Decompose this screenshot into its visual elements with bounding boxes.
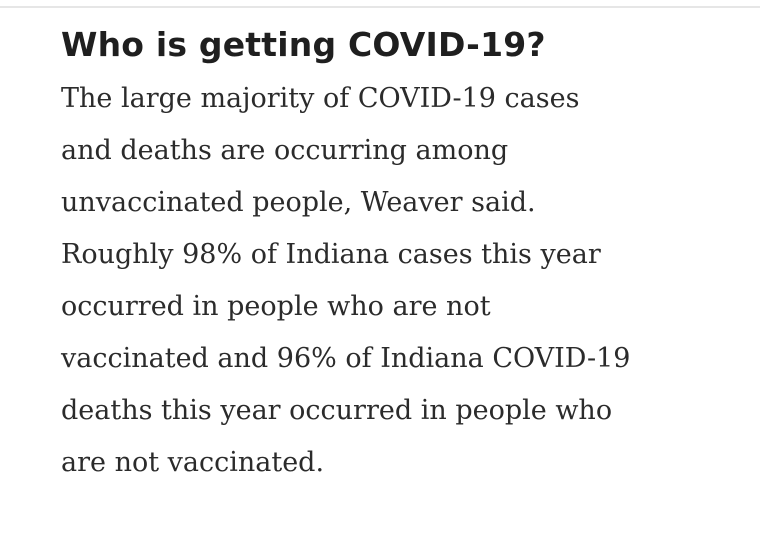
section-heading: Who is getting COVID-19? xyxy=(61,25,546,64)
paragraph-line: deaths this year occurred in people who xyxy=(61,395,613,426)
article-section: Who is getting COVID-19? The large major… xyxy=(61,22,741,489)
paragraph-line: The large majority of COVID-19 cases xyxy=(61,83,580,114)
paragraph-line: occurred in people who are not xyxy=(61,291,491,322)
paragraph-line: unvaccinated people, Weaver said. xyxy=(61,187,536,218)
paragraph-line: are not vaccinated. xyxy=(61,447,325,478)
paragraph-line: Roughly 98% of Indiana cases this year xyxy=(61,239,601,270)
top-divider xyxy=(0,6,760,8)
article-paragraph: The large majority of COVID-19 cases and… xyxy=(61,73,741,489)
paragraph-line: vaccinated and 96% of Indiana COVID-19 xyxy=(61,343,631,374)
paragraph-line: and deaths are occurring among xyxy=(61,135,509,166)
